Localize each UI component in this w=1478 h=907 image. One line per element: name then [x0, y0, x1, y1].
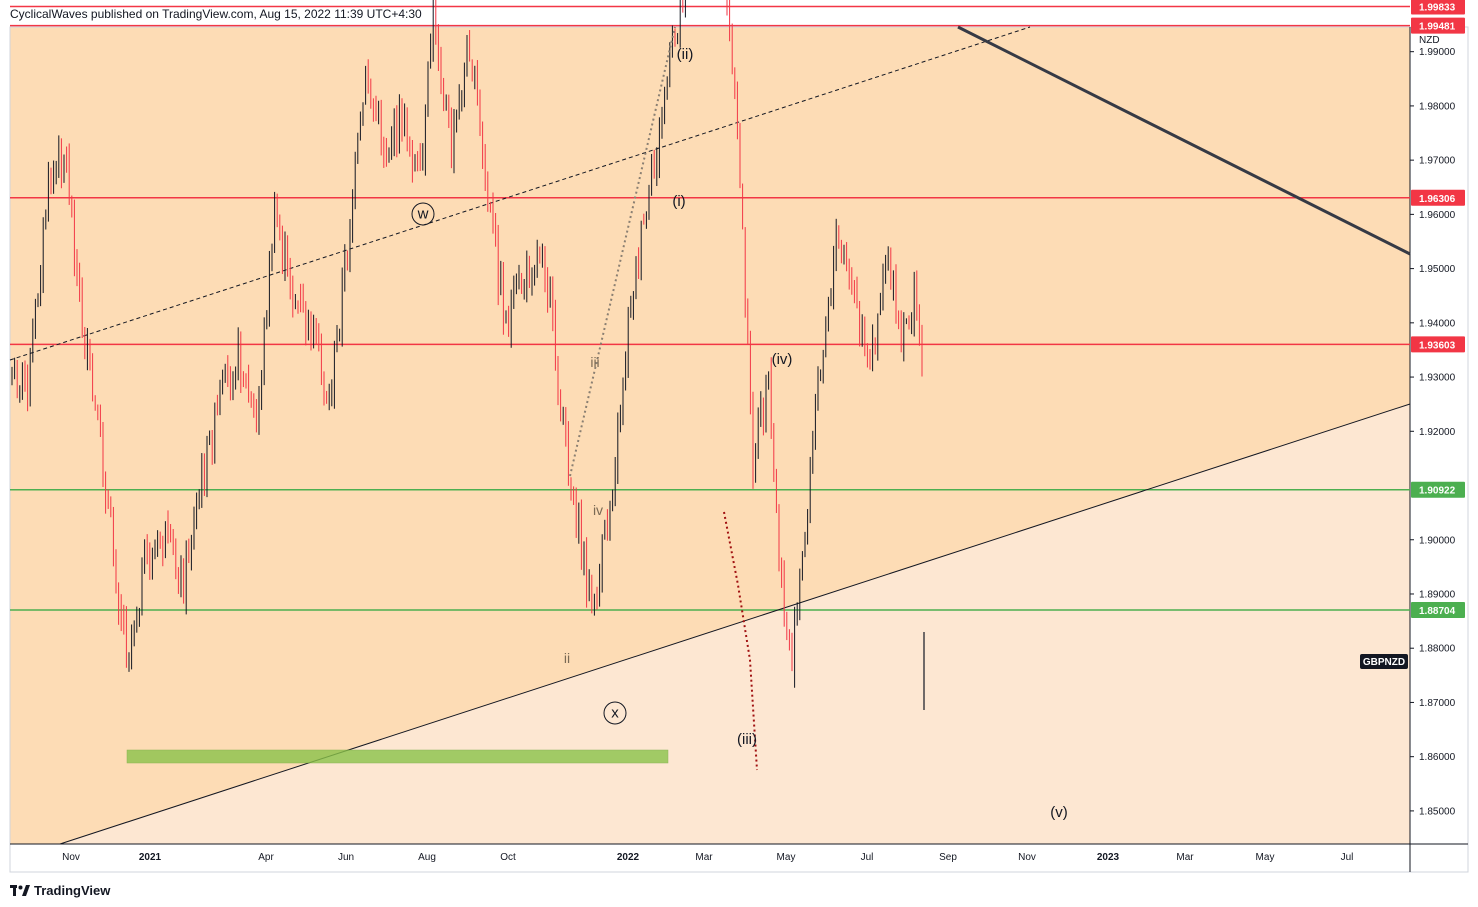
level-badge-1.99833 — [1411, 0, 1465, 15]
dotted-impulse-guide — [569, 26, 676, 477]
level-badge-1.96306 — [1411, 189, 1465, 206]
wave-label: iv — [593, 502, 603, 518]
level-badge-text: 1.99833 — [1419, 3, 1456, 14]
level-badge-text: 1.93603 — [1419, 340, 1456, 351]
x-tick-label: Nov — [62, 852, 80, 863]
y-tick-label: 1.95000 — [1419, 264, 1456, 275]
plot-background-upper — [10, 27, 1410, 844]
wave-circle-w — [411, 202, 435, 226]
rising-support-line — [59, 403, 1411, 845]
level-badge-text: 1.99481 — [1419, 22, 1456, 33]
dashed-upper-channel-line — [9, 26, 1031, 361]
tradingview-logo-icon — [10, 884, 30, 896]
symbol-tag-text: GBPNZD — [1363, 657, 1405, 668]
tradingview-brand-text: TradingView — [34, 882, 111, 898]
y-tick-label: 1.98000 — [1419, 101, 1456, 112]
x-tick-label: Sep — [939, 852, 957, 863]
y-tick-label: 1.96000 — [1419, 210, 1456, 221]
y-tick-label: 1.85000 — [1419, 806, 1456, 817]
level-badge-text: 1.88704 — [1419, 606, 1456, 617]
x-tick-label: 2022 — [617, 852, 640, 863]
wave-label-circled: w — [417, 206, 429, 223]
level-badge-1.99481 — [1411, 17, 1465, 34]
y-tick-label: 1.99000 — [1419, 47, 1456, 58]
time-axis-background — [10, 844, 1468, 872]
x-tick-label: Jul — [861, 852, 874, 863]
wave-label: (ii) — [677, 46, 694, 63]
currency-label: NZD — [1419, 35, 1440, 46]
level-badge-1.88704 — [1411, 602, 1465, 619]
y-tick-label: 1.87000 — [1419, 698, 1456, 709]
wave-label: (v) — [1050, 804, 1068, 821]
wave-label: ii — [564, 650, 570, 666]
y-tick-label: 1.90000 — [1419, 535, 1456, 546]
symbol-tag — [1360, 654, 1408, 669]
x-tick-label: Jul — [1341, 852, 1354, 863]
chart-frame — [9, 26, 1469, 873]
x-tick-label: May — [1256, 852, 1275, 863]
x-tick-label: 2023 — [1097, 852, 1120, 863]
level-badge-1.90922 — [1411, 481, 1465, 498]
x-tick-label: Mar — [695, 852, 713, 863]
level-badge-text: 1.90922 — [1419, 486, 1456, 497]
x-tick-label: 2021 — [139, 852, 162, 863]
x-tick-label: May — [777, 852, 796, 863]
price-axis-background — [1410, 27, 1468, 844]
y-tick-label: 1.88000 — [1419, 644, 1456, 655]
dotted-wave-iii-guide — [723, 511, 758, 771]
publisher-header: CyclicalWaves published on TradingView.c… — [10, 7, 422, 21]
level-badge-1.93603 — [1411, 336, 1465, 353]
wave-label: (i) — [672, 193, 685, 210]
x-tick-label: Apr — [258, 852, 274, 863]
wave-circle-x — [603, 701, 627, 725]
wave-label-circled: x — [611, 705, 619, 722]
x-tick-label: Aug — [418, 852, 436, 863]
tradingview-footer[interactable]: TradingView — [10, 880, 110, 900]
x-tick-label: Mar — [1176, 852, 1194, 863]
descending-resistance-line — [957, 25, 1411, 256]
y-tick-label: 1.94000 — [1419, 318, 1456, 329]
demand-zone — [126, 749, 669, 764]
x-tick-label: Jun — [338, 852, 354, 863]
y-tick-label: 1.86000 — [1419, 752, 1456, 763]
x-tick-label: Oct — [500, 852, 516, 863]
wave-label: (iii) — [737, 731, 757, 748]
wave-label: iii — [590, 354, 599, 370]
y-tick-label: 1.97000 — [1419, 156, 1456, 167]
y-tick-label: 1.89000 — [1419, 589, 1456, 600]
x-tick-label: Nov — [1018, 852, 1036, 863]
y-tick-label: 1.93000 — [1419, 373, 1456, 384]
level-badge-text: 1.96306 — [1419, 194, 1456, 205]
wave-label: (iv) — [772, 351, 793, 368]
y-tick-label: 1.92000 — [1419, 427, 1456, 438]
